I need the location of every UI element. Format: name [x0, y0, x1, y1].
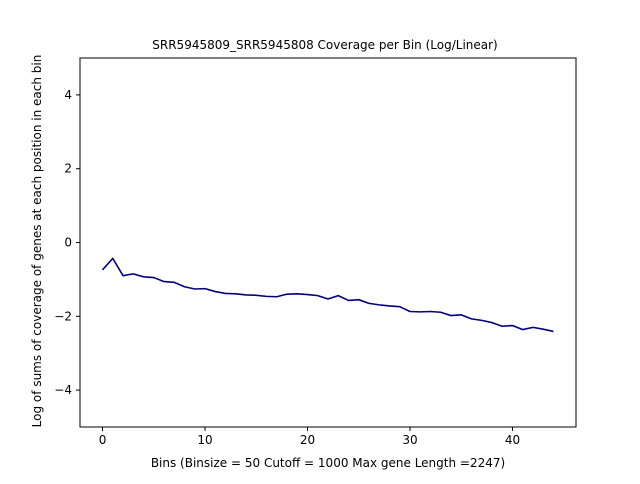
y-tick-label: −2 [54, 309, 72, 323]
y-tick-label: 2 [64, 162, 72, 176]
plot-area: 0 10 20 30 40 −4 −2 0 2 4 [54, 57, 577, 447]
x-tick-label: 0 [99, 433, 107, 447]
chart-title: SRR5945809_SRR5945808 Coverage per Bin (… [152, 38, 497, 52]
y-tick-label: −4 [54, 383, 72, 397]
x-tick-label: 30 [402, 433, 417, 447]
x-tick-label: 10 [197, 433, 212, 447]
y-axis-label: Log of sums of coverage of genes at each… [30, 55, 44, 428]
series-line-0 [101, 257, 554, 333]
x-tick-label: 40 [505, 433, 520, 447]
y-tick-label: 4 [64, 88, 72, 102]
x-tick-label: 20 [300, 433, 315, 447]
y-tick-label: 0 [64, 236, 72, 250]
x-axis-label: Bins (Binsize = 50 Cutoff = 1000 Max gen… [151, 456, 505, 470]
